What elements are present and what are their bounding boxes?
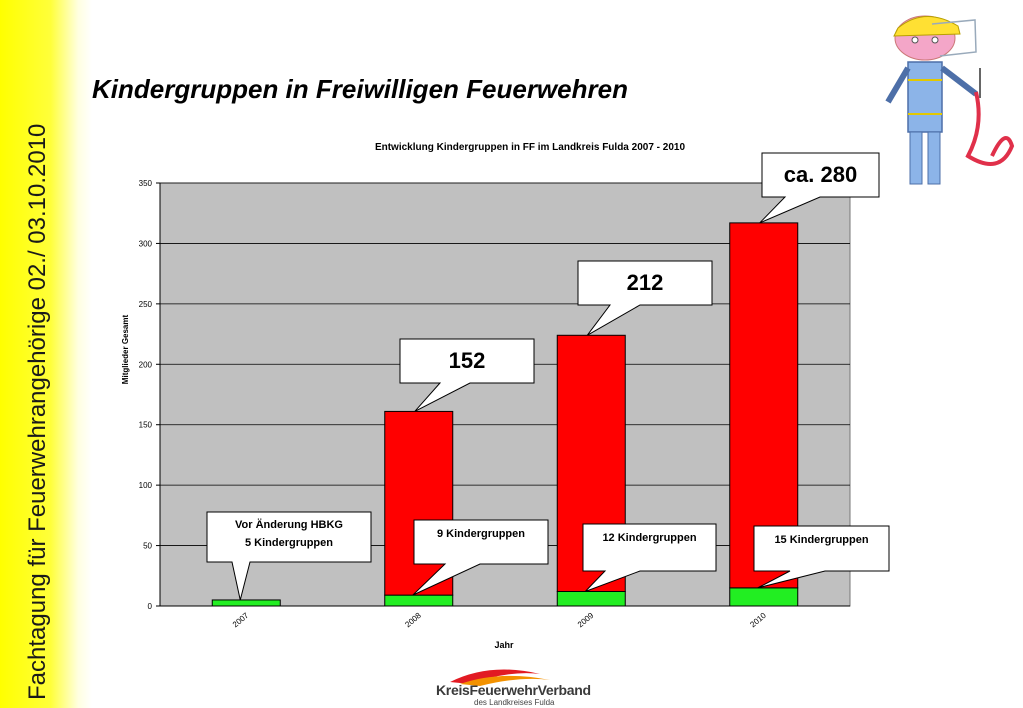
group-callout-line: 15 Kindergruppen: [774, 534, 868, 546]
group-callout: [206, 511, 372, 601]
y-axis-label: Mitglieder Gesamt: [121, 314, 130, 384]
x-tick-label: 2009: [576, 611, 596, 630]
bar-2007-segment-0: [211, 599, 281, 607]
logo-name: KreisFeuerwehrVerband: [436, 682, 591, 698]
child-firefighter-drawing-icon: [885, 15, 1015, 185]
bar-2010-segment-0: [729, 587, 799, 607]
y-tick-label: 0: [148, 602, 153, 611]
x-tick-label: 2008: [403, 611, 423, 630]
x-tick-label: 2007: [231, 611, 251, 630]
logo-subtitle: des Landkreises Fulda: [474, 698, 555, 707]
group-callout-line: 9 Kindergruppen: [437, 528, 525, 540]
y-tick-label: 150: [139, 421, 153, 430]
y-tick-label: 300: [139, 239, 153, 248]
group-callout: [582, 523, 717, 592]
y-tick-label: 50: [143, 542, 152, 551]
y-tick-label: 100: [139, 481, 153, 490]
value-callout: [759, 152, 880, 224]
group-callout-line: 5 Kindergruppen: [245, 537, 333, 549]
value-callout-label: ca. 280: [784, 162, 857, 187]
value-callout: [399, 338, 535, 412]
x-tick-label: 2010: [748, 611, 768, 630]
kreisfeuerwehrverband-logo: KreisFeuerwehrVerband des Landkreises Fu…: [430, 664, 591, 708]
chart-title: Entwicklung Kindergruppen in FF im Landk…: [375, 142, 686, 153]
y-tick-label: 200: [139, 360, 153, 369]
group-callout-line: 12 Kindergruppen: [602, 532, 696, 544]
bar-2008-segment-0: [384, 594, 454, 607]
value-callout-label: 152: [449, 348, 486, 373]
sidebar-banner: Fachtagung für Feuerwehrangehörige 02./ …: [0, 0, 92, 708]
bar-2008-segment-1: [384, 410, 454, 596]
group-callout-line: Vor Änderung HBKG: [235, 518, 343, 531]
group-callout: [753, 525, 890, 589]
value-callout: [577, 260, 713, 336]
value-callout-label: 212: [627, 270, 664, 295]
y-tick-label: 350: [139, 179, 153, 188]
flame-swoosh-icon: [450, 669, 550, 686]
x-axis-label: Jahr: [494, 640, 514, 650]
bar-2009-segment-0: [556, 590, 626, 607]
slide-title: Kindergruppen in Freiwilligen Feuerwehre…: [92, 74, 628, 104]
y-tick-label: 250: [139, 300, 153, 309]
group-callout: [412, 519, 549, 596]
